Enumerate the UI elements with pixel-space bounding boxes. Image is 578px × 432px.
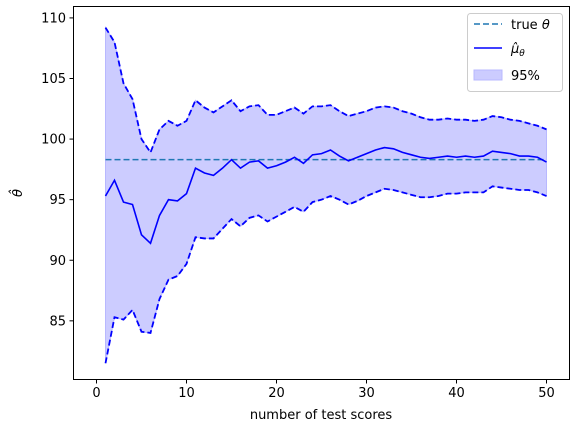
x-tick-label: 50 bbox=[538, 386, 555, 401]
axes-frame bbox=[73, 6, 570, 380]
y-axis: 85 90 95 100 105 110 bbox=[41, 11, 74, 329]
y-axis-label: θ̂ bbox=[9, 189, 26, 197]
estimate-line bbox=[104, 146, 547, 245]
legend-label-band: 95% bbox=[511, 69, 540, 84]
legend: true θ μ̂θ 95% bbox=[467, 13, 563, 92]
x-tick-label: 40 bbox=[448, 386, 465, 401]
y-tick-label: 110 bbox=[41, 11, 66, 26]
x-tick-label: 10 bbox=[178, 386, 195, 401]
y-axis-label-group: θ̂ bbox=[9, 189, 26, 197]
legend-label-true-theta: true θ bbox=[511, 18, 550, 33]
y-tick-label: 85 bbox=[49, 314, 66, 329]
x-tick-label: 0 bbox=[92, 386, 100, 401]
x-axis: 0 10 20 30 40 50 bbox=[92, 379, 555, 401]
x-tick-label: 20 bbox=[268, 386, 285, 401]
legend-label-estimate: μ̂θ bbox=[510, 42, 525, 59]
plot-area bbox=[104, 25, 547, 364]
upper-bound-line bbox=[104, 27, 547, 155]
y-tick-label: 95 bbox=[49, 193, 66, 208]
x-tick-label: 30 bbox=[358, 386, 375, 401]
y-tick-label: 100 bbox=[41, 133, 66, 148]
y-tick-label: 105 bbox=[41, 72, 66, 87]
y-tick-label: 90 bbox=[49, 254, 66, 269]
lower-bound-line bbox=[104, 185, 547, 364]
x-axis-label: number of test scores bbox=[250, 408, 393, 423]
legend-swatch-band bbox=[473, 69, 503, 81]
